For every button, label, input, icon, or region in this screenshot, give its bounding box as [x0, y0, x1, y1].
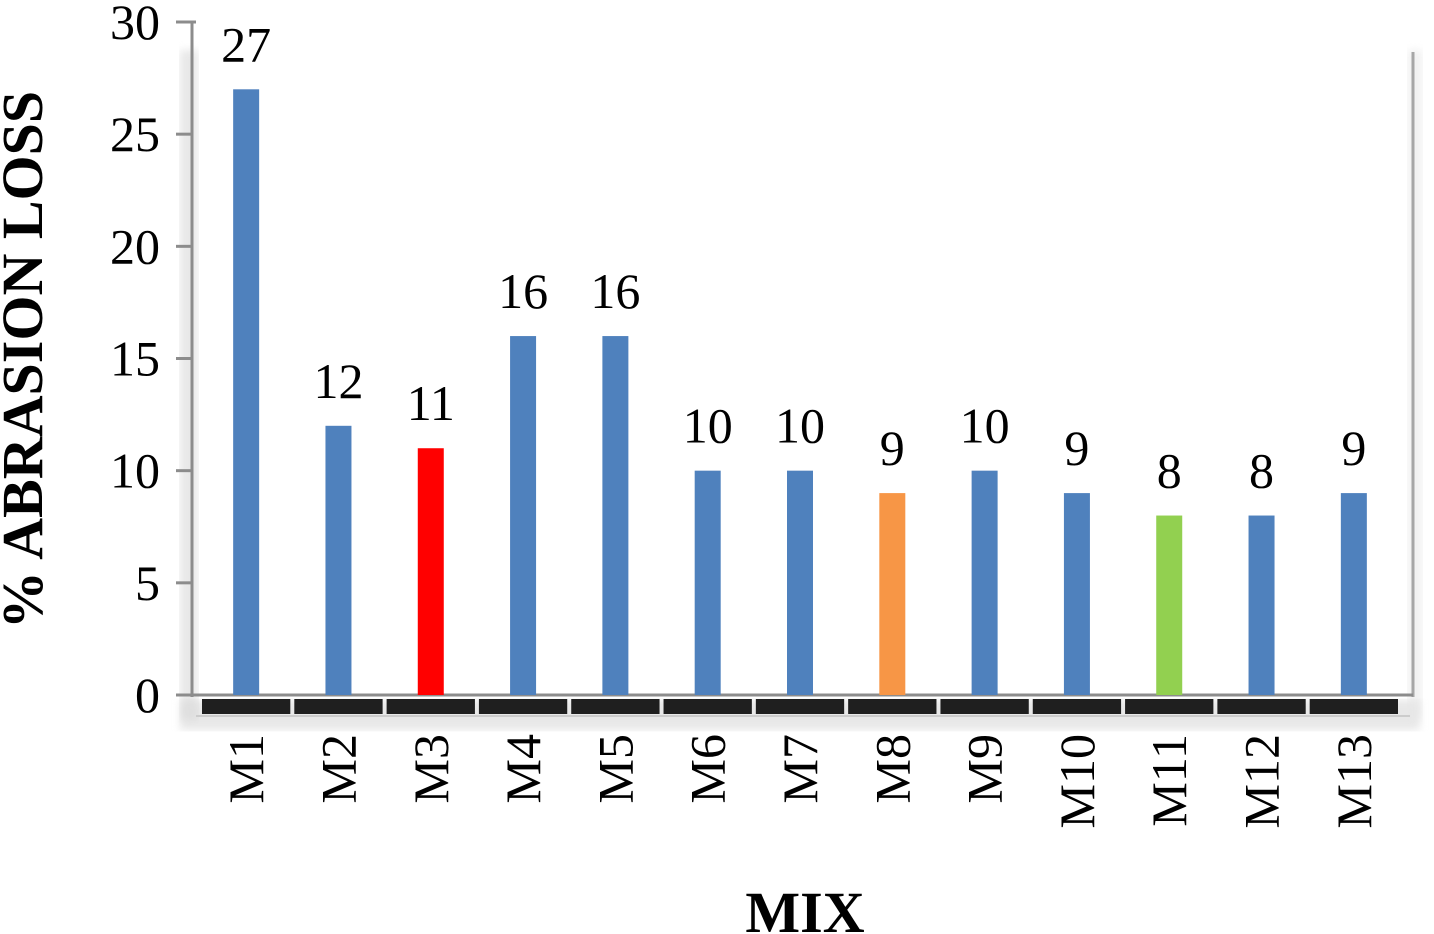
- bar-m7: [787, 470, 813, 695]
- y-tick-label: 10: [110, 443, 160, 499]
- x-floor-segment: [940, 699, 1029, 714]
- x-floor-segment: [294, 699, 383, 714]
- bar-m5: [602, 336, 629, 695]
- y-axis-title: % ABRASION LOSS: [0, 91, 55, 629]
- x-floor-segment: [1217, 699, 1306, 714]
- x-floor-segment: [1125, 699, 1214, 714]
- y-tick-label: 0: [135, 667, 160, 723]
- x-tick-label-m12: M12: [1234, 734, 1290, 828]
- data-label-m5: 16: [590, 263, 640, 319]
- x-tick-label-m2: M2: [310, 734, 366, 803]
- bar-m6: [694, 470, 721, 695]
- bar-m1: [233, 89, 260, 696]
- bar-m11: [1156, 515, 1183, 695]
- data-label-m11: 8: [1157, 443, 1182, 499]
- x-axis-floor-segments: [202, 699, 1398, 714]
- data-label-m3: 11: [407, 375, 455, 431]
- x-floor-segment: [202, 699, 291, 714]
- data-label-m9: 10: [960, 398, 1010, 454]
- x-tick-label-m6: M6: [680, 734, 736, 803]
- y-tick-label: 25: [110, 106, 160, 162]
- x-floor-segment: [386, 699, 475, 714]
- x-axis-title: MIX: [745, 880, 864, 934]
- plot-frame: [176, 20, 1422, 730]
- x-tick-label-m4: M4: [495, 734, 551, 803]
- x-floor-segment: [571, 699, 660, 714]
- y-tick-label: 20: [110, 218, 160, 274]
- x-tick-label-m9: M9: [957, 734, 1013, 803]
- data-label-m8: 9: [880, 420, 905, 476]
- data-label-m4: 16: [498, 263, 548, 319]
- data-labels: 27 12 11 16 16 10 10 9 10 9 8 8 9: [221, 16, 1366, 498]
- x-floor-segment: [1032, 699, 1122, 714]
- x-floor-segment: [1309, 699, 1398, 714]
- x-floor-segment: [478, 699, 568, 714]
- bar-m8: [879, 493, 906, 695]
- y-tick-label: 30: [110, 0, 160, 50]
- x-axis-tick-labels: M1 M2 M3 M4 M5 M6 M7 M8 M9 M10 M11 M12 M13: [218, 734, 1382, 828]
- bar-m13: [1340, 493, 1367, 695]
- bar-m3: [417, 448, 444, 695]
- x-floor-segment: [663, 699, 752, 714]
- bar-m10: [1063, 493, 1090, 695]
- x-tick-label-m8: M8: [864, 734, 920, 803]
- x-tick-label-m7: M7: [772, 734, 828, 803]
- bar-m12: [1248, 515, 1275, 695]
- x-tick-label-m10: M10: [1049, 734, 1105, 828]
- x-tick-label-m13: M13: [1326, 734, 1382, 828]
- data-label-m10: 9: [1064, 420, 1089, 476]
- data-label-m13: 9: [1341, 420, 1366, 476]
- bar-m9: [971, 470, 998, 695]
- x-floor-segment: [848, 699, 937, 714]
- x-floor-segment: [755, 699, 845, 714]
- y-axis-ticks: 0 5 10 15 20 25 30: [110, 0, 192, 723]
- bar-m4: [510, 336, 537, 695]
- x-tick-label-m3: M3: [403, 734, 459, 803]
- x-tick-label-m11: M11: [1141, 734, 1197, 827]
- bar-m2: [325, 425, 352, 695]
- x-tick-label-m1: M1: [218, 734, 274, 803]
- bars: [233, 89, 1367, 696]
- x-tick-label-m5: M5: [587, 734, 643, 803]
- data-label-m12: 8: [1249, 443, 1274, 499]
- data-label-m7: 10: [775, 398, 825, 454]
- data-label-m6: 10: [683, 398, 733, 454]
- data-label-m1: 27: [221, 16, 271, 72]
- y-tick-label: 15: [110, 331, 160, 387]
- data-label-m2: 12: [313, 353, 363, 409]
- y-tick-label: 5: [135, 555, 160, 611]
